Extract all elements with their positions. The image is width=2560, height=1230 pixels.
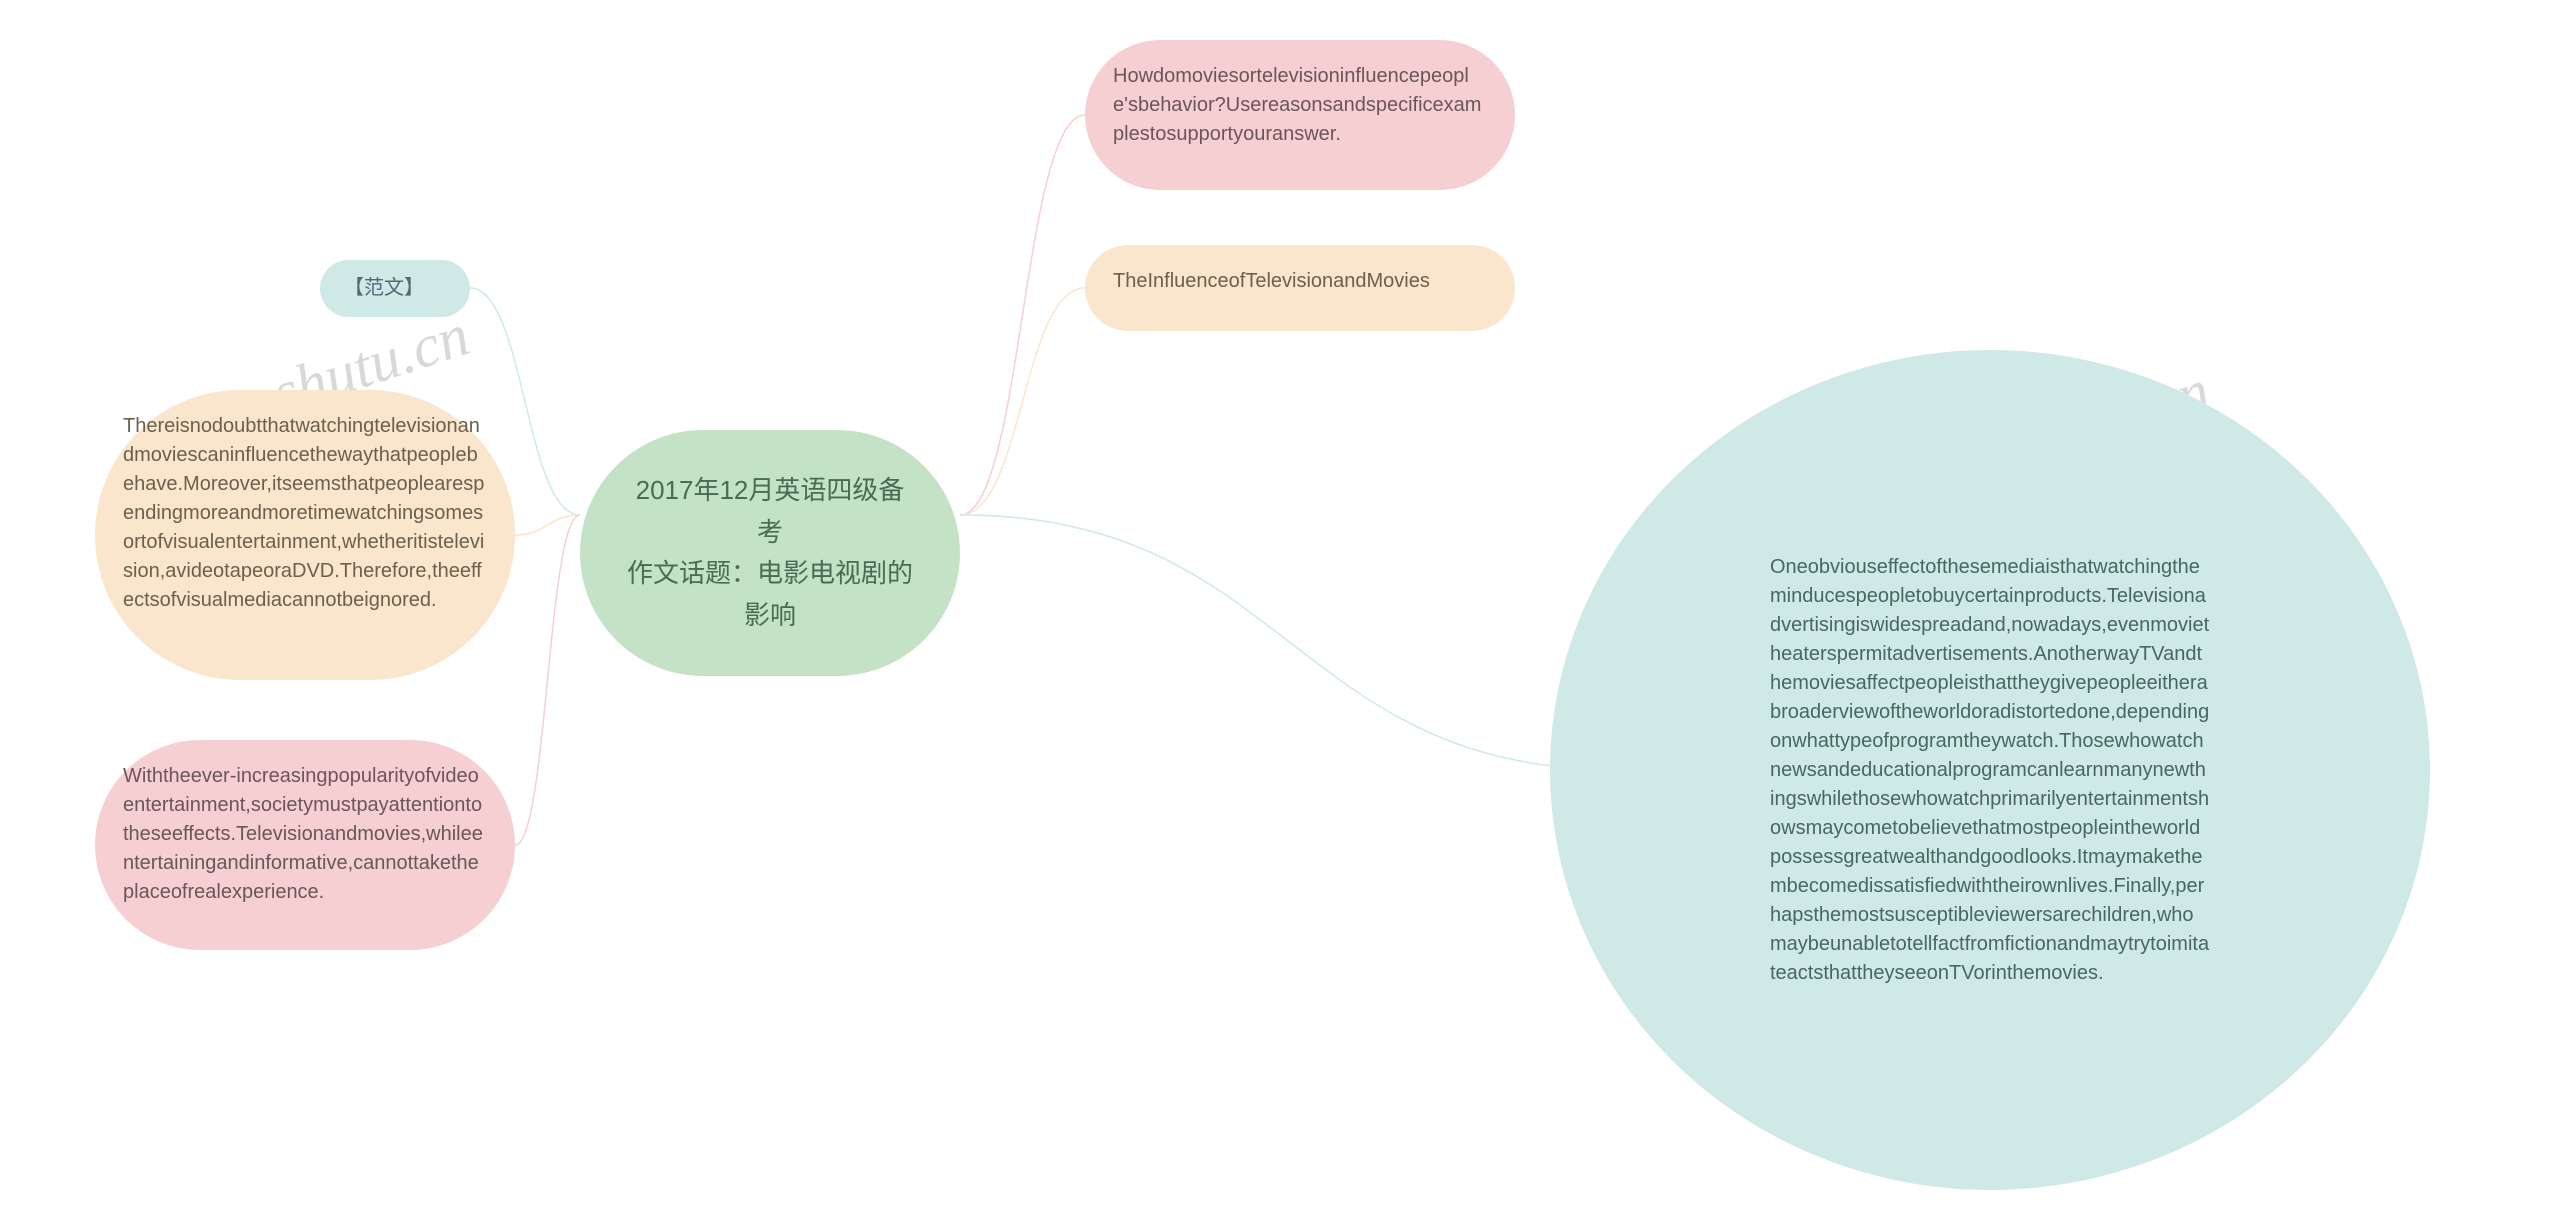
node-para1: Thereisnodoubtthatwatchingtelevisionandm… [95,390,515,680]
node-fanwen: 【范文】 [320,260,470,317]
node-title: TheInfluenceofTelevisionandMovies [1085,245,1515,331]
node-question: Howdomoviesortelevisioninfluencepeople's… [1085,40,1515,190]
node-para3: Withtheever-increasingpopularityofvideoe… [95,740,515,950]
node-para2: Oneobviouseffectofthesemediaisthatwatchi… [1550,350,2430,1190]
center-node: 2017年12月英语四级备考作文话题：电影电视剧的影响 [580,430,960,676]
node-para2-text: Oneobviouseffectofthesemediaisthatwatchi… [1770,553,2210,988]
mindmap-canvas: shutu.cn 树shutu.cn 2017年12月英语四级备考作文话题：电影… [0,0,2560,1230]
